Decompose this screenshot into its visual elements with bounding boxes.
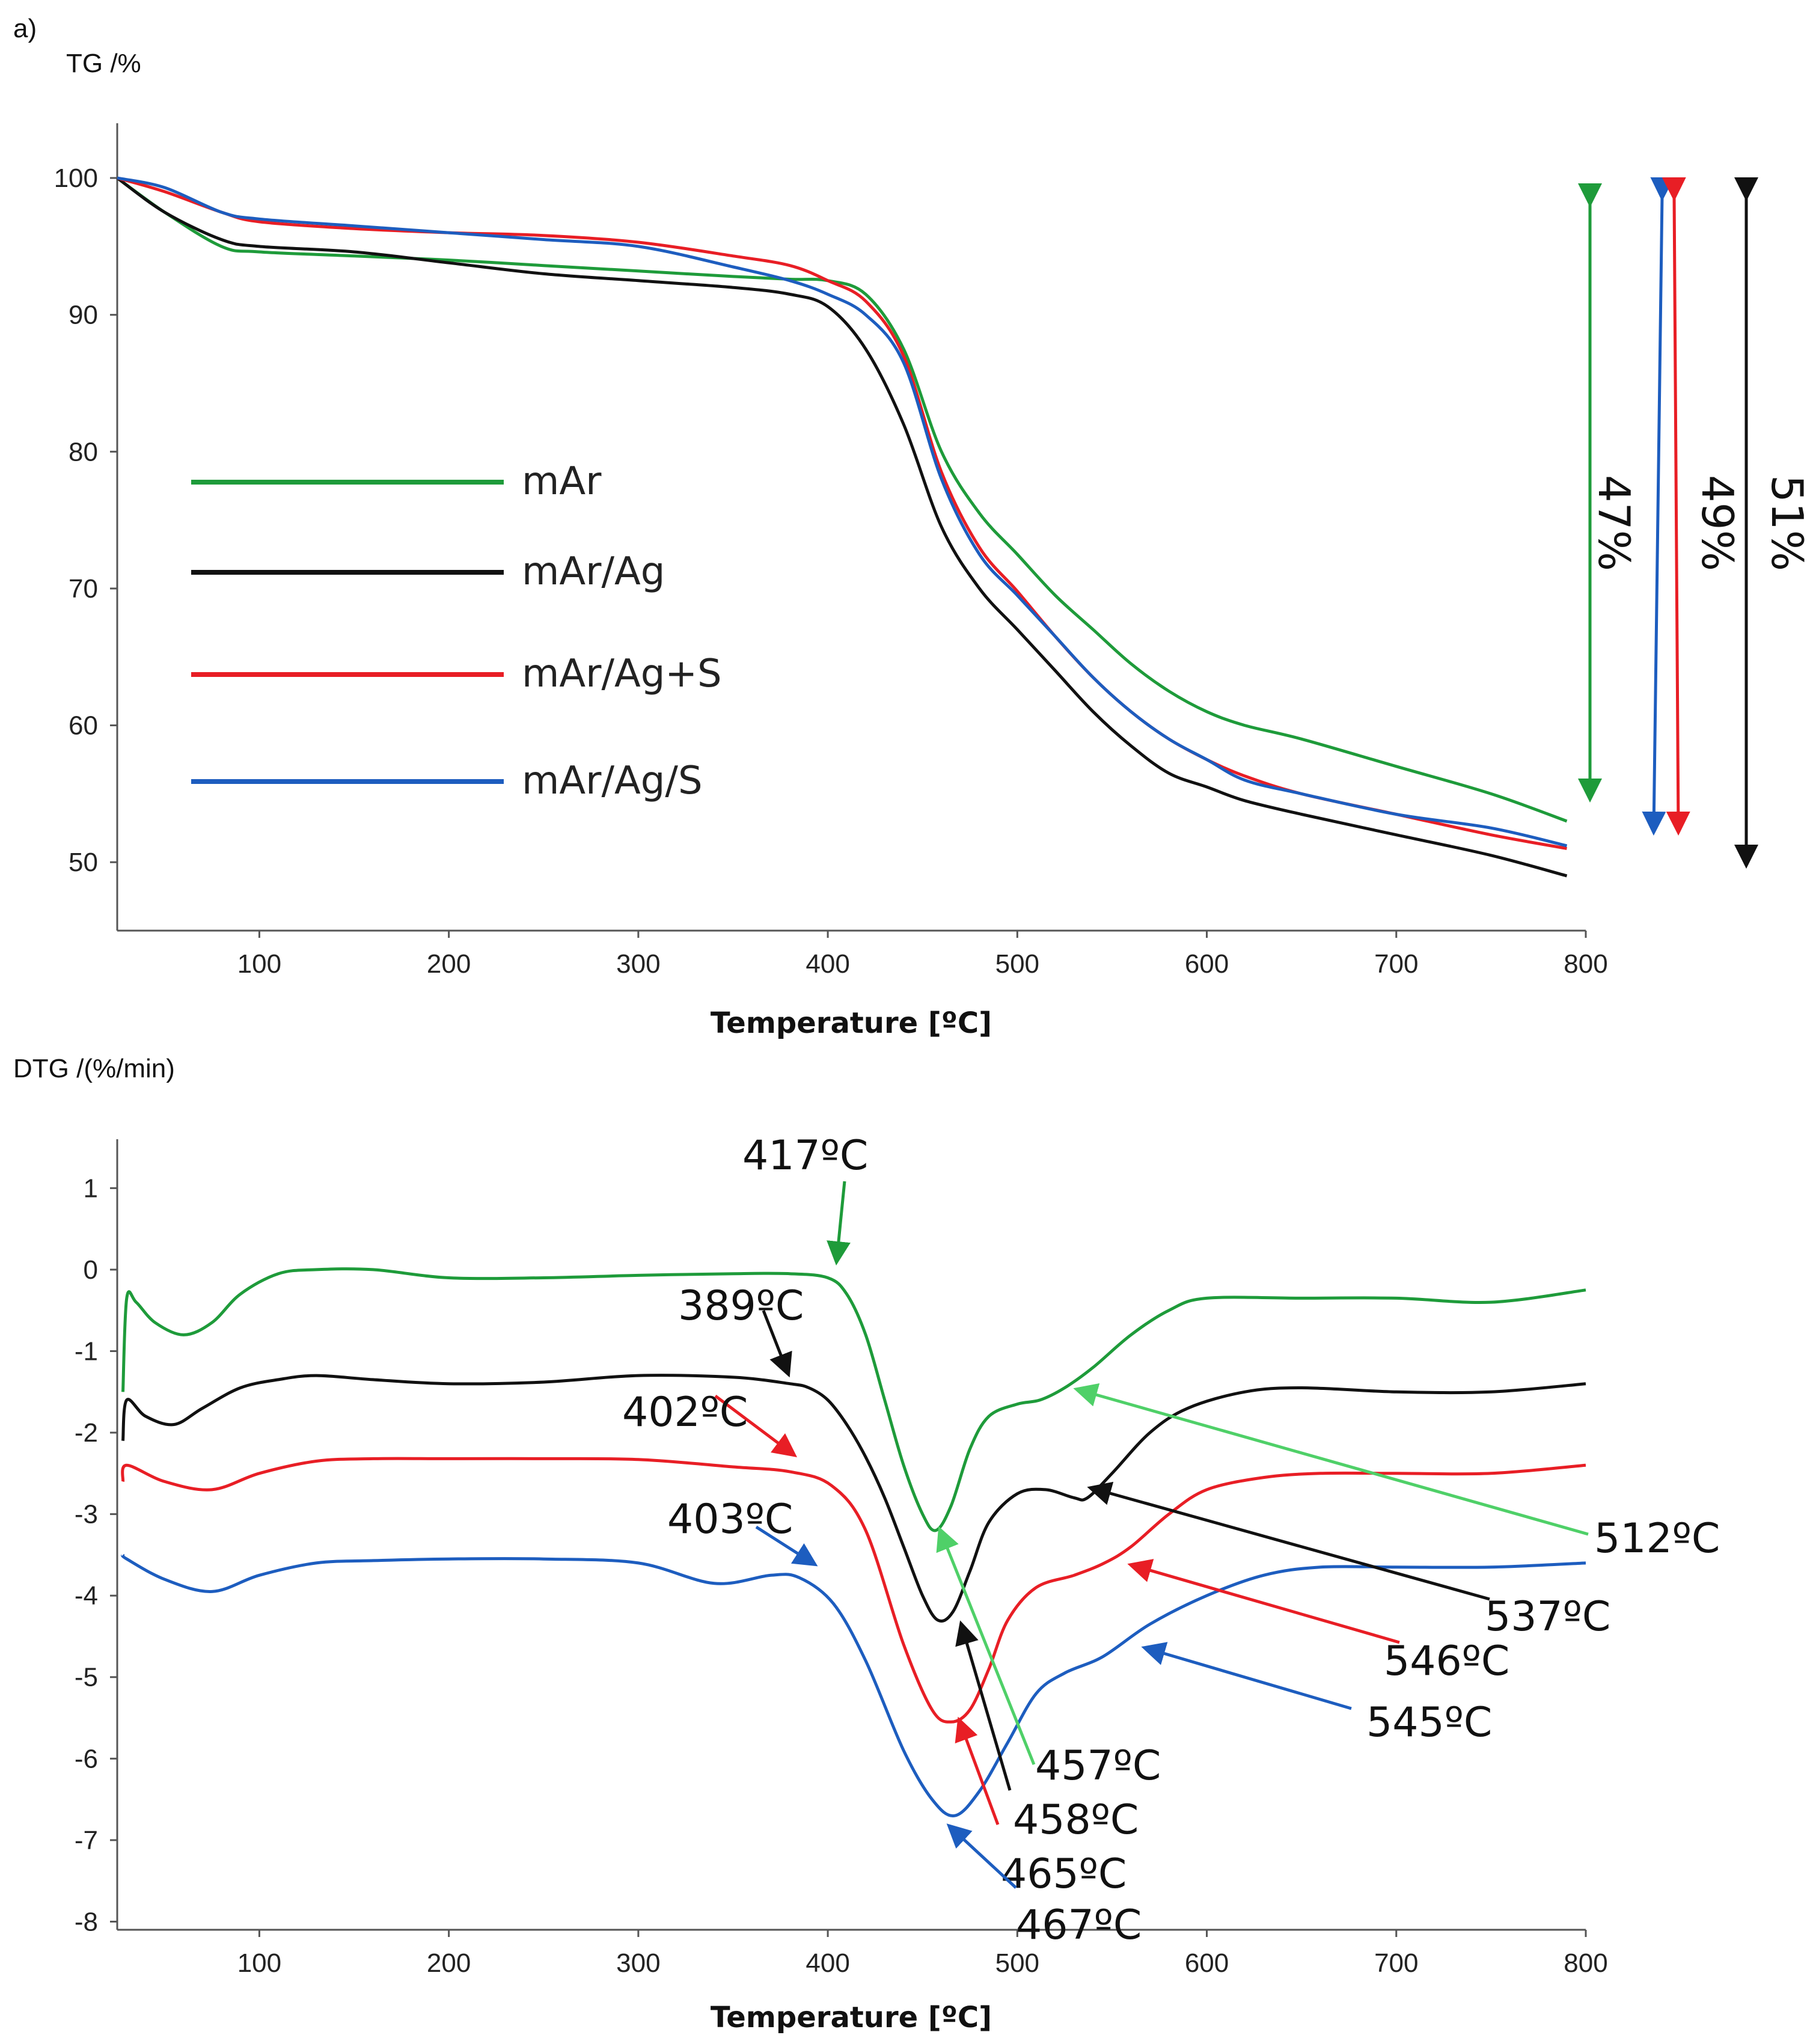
arrow-403 xyxy=(755,1525,818,1567)
mass-loss-label-mar-ag: 51% xyxy=(1762,475,1810,571)
dtg-y-tick-label: -1 xyxy=(75,1336,98,1366)
arrow-417 xyxy=(827,1181,851,1265)
dtg-x-tick-label: 600 xyxy=(1185,1948,1229,1978)
tg-y-tick-label: 60 xyxy=(69,711,98,741)
dtg-y-tick-label: -2 xyxy=(75,1418,98,1448)
tg-panel: TG /% 50 60 70 80 90 100 100 200 300 400 500 600 70… xyxy=(54,49,1810,1040)
dtg-annotations: 417ºC 389ºC 402ºC 403ºC 512ºC 537ºC 546º… xyxy=(622,1132,1720,1949)
arrow-402 xyxy=(714,1395,797,1457)
tg-y-tick-label: 70 xyxy=(69,574,98,604)
tg-y-tick-label: 100 xyxy=(54,164,98,193)
dtg-y-tick-label: 0 xyxy=(84,1255,98,1285)
dtg-y-tick-label: -3 xyxy=(75,1500,98,1529)
legend-label-mar: mAr xyxy=(522,459,602,504)
dtg-series-group xyxy=(121,1267,1586,1817)
arrow-458 xyxy=(955,1620,1012,1791)
dtg-y-tick-label: -6 xyxy=(75,1744,98,1773)
tg-series-line-mar-ag xyxy=(116,177,1568,878)
tg-x-tick-label: 800 xyxy=(1564,949,1607,979)
dtg-y-axis-label: DTG /(%/min) xyxy=(13,1054,175,1083)
label-465: 465ºC xyxy=(1001,1850,1127,1898)
tg-series-group xyxy=(116,176,1568,878)
mass-loss-arrow-mar-ag-s xyxy=(1642,177,1675,836)
arrow-512 xyxy=(1073,1383,1589,1536)
dtg-series-line-mar-ag-s xyxy=(121,1553,1586,1817)
dtg-panel: DTG /(%/min) 1 0 -1 -2 -3 -4 -5 -6 -7 -8 100 200 30… xyxy=(13,1054,1720,2034)
dtg-x-tick-label: 100 xyxy=(237,1948,281,1978)
arrow-465 xyxy=(955,1716,1000,1825)
tg-y-tick-label: 90 xyxy=(69,301,98,330)
arrow-457 xyxy=(936,1526,1036,1765)
tg-x-tick-label: 400 xyxy=(806,949,849,979)
dtg-y-tick-label: -7 xyxy=(75,1826,98,1855)
label-403: 403ºC xyxy=(667,1496,793,1543)
tg-x-tick-label: 600 xyxy=(1185,949,1229,979)
label-467: 467ºC xyxy=(1016,1902,1142,1949)
legend-label-mar-ag-plus-s: mAr/Ag+S xyxy=(522,652,722,696)
dtg-y-tick-label: -8 xyxy=(75,1907,98,1936)
tg-x-tick-label: 100 xyxy=(237,949,281,979)
mass-loss-arrows: 47% 49% 51% xyxy=(1578,177,1810,869)
mass-loss-label-49: 49% xyxy=(1692,475,1743,571)
tg-y-tick-label: 50 xyxy=(69,848,98,877)
mass-loss-arrow-mar-ag-plus-s xyxy=(1662,177,1690,836)
label-402: 402ºC xyxy=(622,1389,748,1436)
tg-series-line-mar xyxy=(116,177,1568,823)
tg-x-tick-label: 700 xyxy=(1374,949,1418,979)
panel-label: a) xyxy=(13,14,37,43)
dtg-x-tick-label: 400 xyxy=(806,1948,849,1978)
label-546: 546ºC xyxy=(1384,1638,1509,1685)
arrow-467 xyxy=(946,1823,1017,1889)
tg-legend: mAr mAr/Ag mAr/Ag+S mAr/Ag/S xyxy=(191,459,722,803)
arrow-389 xyxy=(762,1310,792,1378)
dtg-series-line-mar xyxy=(121,1267,1586,1532)
dtg-y-tick-label: -4 xyxy=(75,1581,98,1611)
label-417: 417ºC xyxy=(742,1132,868,1180)
arrow-546 xyxy=(1127,1559,1400,1644)
tg-y-tick-label: 80 xyxy=(69,437,98,467)
tg-y-axis-label: TG /% xyxy=(66,49,141,78)
tg-series-line-mar-ag-plus-s xyxy=(117,176,1567,850)
arrow-537 xyxy=(1087,1481,1490,1601)
label-458: 458ºC xyxy=(1013,1796,1139,1844)
legend-label-mar-ag: mAr/Ag xyxy=(522,549,665,594)
tg-x-tick-label: 300 xyxy=(616,949,660,979)
dtg-y-tick-label: -5 xyxy=(75,1663,98,1692)
mass-loss-label-mar: 47% xyxy=(1589,475,1639,571)
tg-x-tick-label: 500 xyxy=(995,949,1039,979)
dtg-series-line-mar-ag xyxy=(121,1374,1586,1623)
label-545: 545ºC xyxy=(1366,1699,1492,1746)
tg-x-ticks: 100 200 300 400 500 600 700 800 xyxy=(237,931,1608,979)
label-512: 512ºC xyxy=(1594,1515,1720,1562)
dtg-series-line-mar-ag-plus-s xyxy=(121,1457,1586,1724)
dtg-x-tick-label: 800 xyxy=(1564,1948,1607,1978)
dtg-x-tick-label: 300 xyxy=(616,1948,660,1978)
dtg-x-tick-label: 200 xyxy=(427,1948,471,1978)
label-537: 537ºC xyxy=(1485,1593,1610,1641)
label-389: 389ºC xyxy=(678,1282,804,1330)
tg-y-ticks: 50 60 70 80 90 100 xyxy=(54,164,117,877)
label-457: 457ºC xyxy=(1035,1742,1161,1790)
dtg-x-tick-label: 700 xyxy=(1374,1948,1418,1978)
legend-label-mar-ag-s: mAr/Ag/S xyxy=(522,759,703,803)
arrow-545 xyxy=(1141,1642,1352,1710)
tg-x-axis-label: Temperature [ºC] xyxy=(711,1006,992,1040)
dtg-x-axis-label: Temperature [ºC] xyxy=(711,2001,992,2034)
tg-x-tick-label: 200 xyxy=(427,949,471,979)
dtg-y-ticks: 1 0 -1 -2 -3 -4 -5 -6 -7 -8 xyxy=(75,1173,117,1936)
dtg-x-tick-label: 500 xyxy=(995,1948,1039,1978)
tg-series-line-mar-ag-s xyxy=(117,176,1568,848)
dtg-x-ticks: 100 200 300 400 500 600 700 800 xyxy=(237,1930,1608,1978)
dtg-y-tick-label: 1 xyxy=(84,1173,98,1203)
